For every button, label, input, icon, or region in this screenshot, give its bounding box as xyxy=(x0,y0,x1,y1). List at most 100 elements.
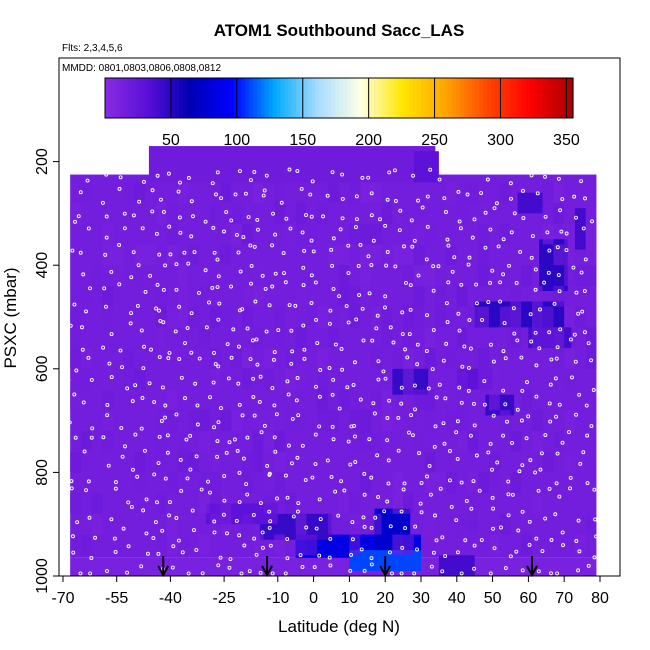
observation-point xyxy=(192,528,196,533)
observation-point xyxy=(204,325,209,330)
observation-point xyxy=(81,400,86,405)
heatmap-cell xyxy=(478,244,490,266)
observation-point xyxy=(418,501,423,506)
observation-point xyxy=(369,191,374,196)
heatmap-cell xyxy=(370,203,382,224)
observation-point xyxy=(104,214,109,219)
observation-point xyxy=(333,489,338,494)
observation-point xyxy=(445,320,450,325)
observation-point xyxy=(212,519,217,524)
observation-point xyxy=(174,287,179,292)
observation-point xyxy=(131,250,136,255)
colorbar-segment xyxy=(405,78,410,118)
observation-point xyxy=(534,394,539,399)
observation-point xyxy=(462,344,467,349)
heatmap-cell xyxy=(338,513,350,535)
heatmap-cell xyxy=(134,306,146,328)
observation-point xyxy=(170,565,175,570)
observation-point xyxy=(396,415,401,420)
heatmap-cell xyxy=(574,208,586,250)
observation-point xyxy=(268,519,273,524)
observation-point xyxy=(387,170,392,175)
heatmap-cell xyxy=(413,306,425,328)
observation-point xyxy=(89,556,94,560)
observation-point xyxy=(520,568,525,573)
observation-point xyxy=(535,191,540,196)
heatmap-cell xyxy=(242,348,253,369)
heatmap-cell xyxy=(338,493,350,514)
observation-point xyxy=(160,528,165,533)
colorbar-segment xyxy=(331,78,336,118)
heatmap-cell xyxy=(499,306,511,328)
heatmap-cell xyxy=(349,389,361,411)
observation-point xyxy=(88,571,93,576)
observation-point xyxy=(286,392,291,397)
observation-point xyxy=(261,193,266,198)
colorbar-frame xyxy=(104,77,574,119)
observation-point xyxy=(236,344,241,349)
observation-point xyxy=(243,191,248,196)
heatmap-cell xyxy=(209,368,221,390)
heatmap-cell xyxy=(263,348,275,369)
colorbar-segment xyxy=(526,78,531,118)
observation-point xyxy=(82,449,87,454)
observation-point xyxy=(376,495,381,499)
heatmap-cell xyxy=(252,410,264,431)
observation-point xyxy=(89,435,94,440)
observation-point xyxy=(229,284,233,289)
heatmap-cell xyxy=(370,513,382,535)
observation-point xyxy=(327,366,332,370)
heatmap-cell xyxy=(489,534,500,556)
flight-arrow xyxy=(379,556,392,578)
observation-point xyxy=(383,294,388,299)
heatmap-cell xyxy=(446,472,457,494)
observation-point xyxy=(521,216,526,221)
observation-point xyxy=(345,385,350,390)
observation-point xyxy=(133,432,138,437)
colorbar-tick-label: 250 xyxy=(421,132,448,149)
observation-point xyxy=(506,492,511,497)
observation-point xyxy=(440,535,445,540)
observation-point xyxy=(561,543,565,548)
observation-point xyxy=(416,198,421,203)
heatmap-cell xyxy=(102,306,114,328)
observation-point xyxy=(285,537,290,542)
observation-point xyxy=(211,380,216,385)
observation-point xyxy=(149,347,153,352)
observation-point xyxy=(75,520,80,525)
observation-point xyxy=(144,531,149,536)
colorbar-segment xyxy=(245,78,250,118)
observation-point xyxy=(163,403,168,408)
observation-point xyxy=(514,549,519,554)
colorbar-segment xyxy=(116,78,122,118)
observation-point xyxy=(286,443,291,448)
observation-point xyxy=(555,571,560,576)
observation-point xyxy=(87,515,92,520)
observation-point xyxy=(511,306,516,311)
heatmap-cell xyxy=(252,534,264,556)
heatmap-cell xyxy=(209,348,221,369)
heatmap-cell xyxy=(199,327,210,349)
observation-point xyxy=(242,543,247,548)
observation-point xyxy=(457,328,462,333)
observation-point xyxy=(549,357,554,362)
observation-point xyxy=(104,304,108,309)
observation-point xyxy=(270,386,275,391)
observation-point xyxy=(336,513,341,518)
observation-point xyxy=(147,381,152,386)
heatmap-cell xyxy=(242,368,253,390)
heatmap-cell xyxy=(327,327,339,349)
heatmap-cell xyxy=(134,389,146,411)
observation-point xyxy=(222,498,227,503)
observation-points xyxy=(63,167,598,576)
observation-point xyxy=(374,326,379,331)
heatmap-cell xyxy=(177,534,189,556)
observation-point xyxy=(231,327,236,332)
observation-point xyxy=(84,309,88,314)
observation-point xyxy=(362,492,367,497)
heatmap-cell xyxy=(403,368,414,390)
observation-point xyxy=(369,525,374,530)
heatmap-cell xyxy=(456,410,468,431)
observation-point xyxy=(353,225,358,229)
heatmap-cell xyxy=(349,285,361,307)
